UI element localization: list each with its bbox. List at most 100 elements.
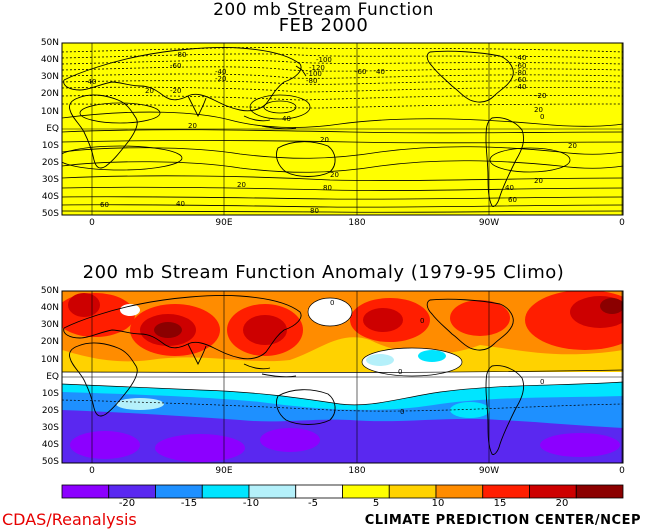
- bottom-map-shading: [62, 291, 623, 463]
- lat-label: 50N: [40, 38, 59, 48]
- lat-label: 10N: [40, 355, 59, 365]
- top-map-title: 200 mb Stream Function: [213, 0, 434, 20]
- contour-label: -60: [515, 62, 526, 70]
- contour-label: 0: [420, 317, 424, 325]
- contour-label: 20: [534, 106, 543, 114]
- lat-label: 10S: [41, 141, 59, 151]
- bottom-map-title: 200 mb Stream Function Anomaly (1979-95 …: [82, 262, 565, 283]
- bottom-map: 0 0 0 0 0: [61, 290, 624, 464]
- colorbar: [61, 484, 624, 499]
- top-map-coastlines: [63, 47, 525, 207]
- colorbar-swatch: [575, 484, 624, 499]
- contour-label: -20: [535, 92, 546, 100]
- top-map-subtitle: FEB 2000: [278, 15, 369, 36]
- lon-label: 0: [619, 218, 625, 228]
- colorbar-tick-label: 20: [555, 498, 569, 509]
- contour-label: 40: [505, 184, 514, 192]
- footer-source-label: CDAS/Reanalysis: [2, 510, 137, 529]
- lat-label: 30N: [40, 72, 59, 82]
- contour-label: -40: [515, 83, 526, 91]
- contour-label: -100: [316, 56, 332, 64]
- lat-label: 20N: [40, 89, 59, 99]
- contour-label: -40: [215, 68, 226, 76]
- contour-label: 20: [568, 142, 577, 150]
- colorbar-swatch: [155, 484, 203, 499]
- colorbar-tick-label: -15: [180, 498, 198, 509]
- contour-label: -80: [515, 69, 526, 77]
- lon-label: 0: [89, 466, 95, 476]
- lat-label: 40N: [40, 55, 59, 65]
- lat-label: 40S: [41, 192, 59, 202]
- contour-label: 0: [330, 299, 334, 307]
- contour-label: -60: [515, 76, 526, 84]
- top-map: -80 -60 -40 -20 -100 -120 -100 -80 -60 4…: [61, 42, 624, 216]
- lat-label: 50S: [41, 457, 59, 467]
- lat-label: 50S: [41, 209, 59, 219]
- contour-label: -80: [306, 77, 317, 85]
- lat-label: 30S: [41, 175, 59, 185]
- contour-label: -20: [215, 75, 226, 83]
- contour-label: 20: [330, 171, 339, 179]
- contour-label: 0: [540, 113, 544, 121]
- colorbar-tick-label: -5: [308, 498, 318, 509]
- lat-label: EQ: [46, 372, 59, 382]
- contour-label: -40: [85, 78, 96, 86]
- colorbar-swatch: [295, 484, 343, 499]
- contour-label: -80: [175, 51, 186, 59]
- contour-label: -100: [306, 70, 322, 78]
- contour-label: 40: [176, 200, 185, 208]
- contour-label: 80: [323, 184, 332, 192]
- contour-label: -120: [309, 64, 325, 72]
- lon-label: 90E: [215, 218, 233, 228]
- contour-label: 20: [534, 177, 543, 185]
- footer-credit-label: CLIMATE PREDICTION CENTER/NCEP: [364, 513, 641, 528]
- bottom-map-coastlines: [63, 295, 525, 455]
- contour-label: 0: [398, 368, 402, 376]
- colorbar-swatch: [342, 484, 390, 499]
- lat-label: 50N: [40, 286, 59, 296]
- contour-label: -40: [515, 54, 526, 62]
- lon-label: 180: [348, 218, 366, 228]
- colorbar-tick-label: 5: [372, 498, 380, 509]
- contour-label: 20: [320, 136, 329, 144]
- colorbar-swatch: [529, 484, 577, 499]
- colorbar-swatch: [201, 484, 250, 499]
- bottom-map-contour-labels: 0 0 0 0 0: [330, 299, 544, 416]
- top-map-grid: [62, 43, 623, 215]
- colorbar-swatch: [108, 484, 156, 499]
- colorbar-swatch: [388, 484, 437, 499]
- contour-label: -60: [170, 62, 181, 70]
- top-map-contours: [62, 47, 623, 213]
- colorbar-swatch: [248, 484, 297, 499]
- contour-label: 60: [508, 196, 517, 204]
- lat-label: 30S: [41, 423, 59, 433]
- lon-label: 90E: [215, 466, 233, 476]
- lon-label: 180: [348, 466, 366, 476]
- lat-label: 40N: [40, 303, 59, 313]
- top-map-contour-labels: -80 -60 -40 -20 -100 -120 -100 -80 -60 4…: [85, 51, 577, 215]
- contour-label: -60: [355, 68, 366, 76]
- lon-label: 0: [89, 218, 95, 228]
- lat-label: 20N: [40, 337, 59, 347]
- lat-label: 40S: [41, 440, 59, 450]
- lat-label: 30N: [40, 320, 59, 330]
- bottom-map-frame: [61, 290, 624, 464]
- colorbar-swatch: [482, 484, 530, 499]
- contour-label: 20: [188, 122, 197, 130]
- contour-label: 0: [400, 408, 404, 416]
- colorbar-tick-label: -10: [242, 498, 260, 509]
- colorbar-tick-label: 15: [493, 498, 507, 509]
- contour-label: 80: [310, 207, 319, 215]
- contour-label: 20: [237, 181, 246, 189]
- contour-label: 20: [145, 87, 154, 95]
- bottom-map-grid: [62, 291, 623, 463]
- colorbar-tick-label: -20: [118, 498, 136, 509]
- contour-label: 40: [376, 68, 385, 76]
- bottom-map-contours: [62, 297, 623, 412]
- contour-label: -20: [170, 87, 181, 95]
- lon-label: 90W: [478, 466, 500, 476]
- lat-label: EQ: [46, 124, 59, 134]
- contour-label: 40: [282, 115, 291, 123]
- colorbar-tick-label: 10: [431, 498, 445, 509]
